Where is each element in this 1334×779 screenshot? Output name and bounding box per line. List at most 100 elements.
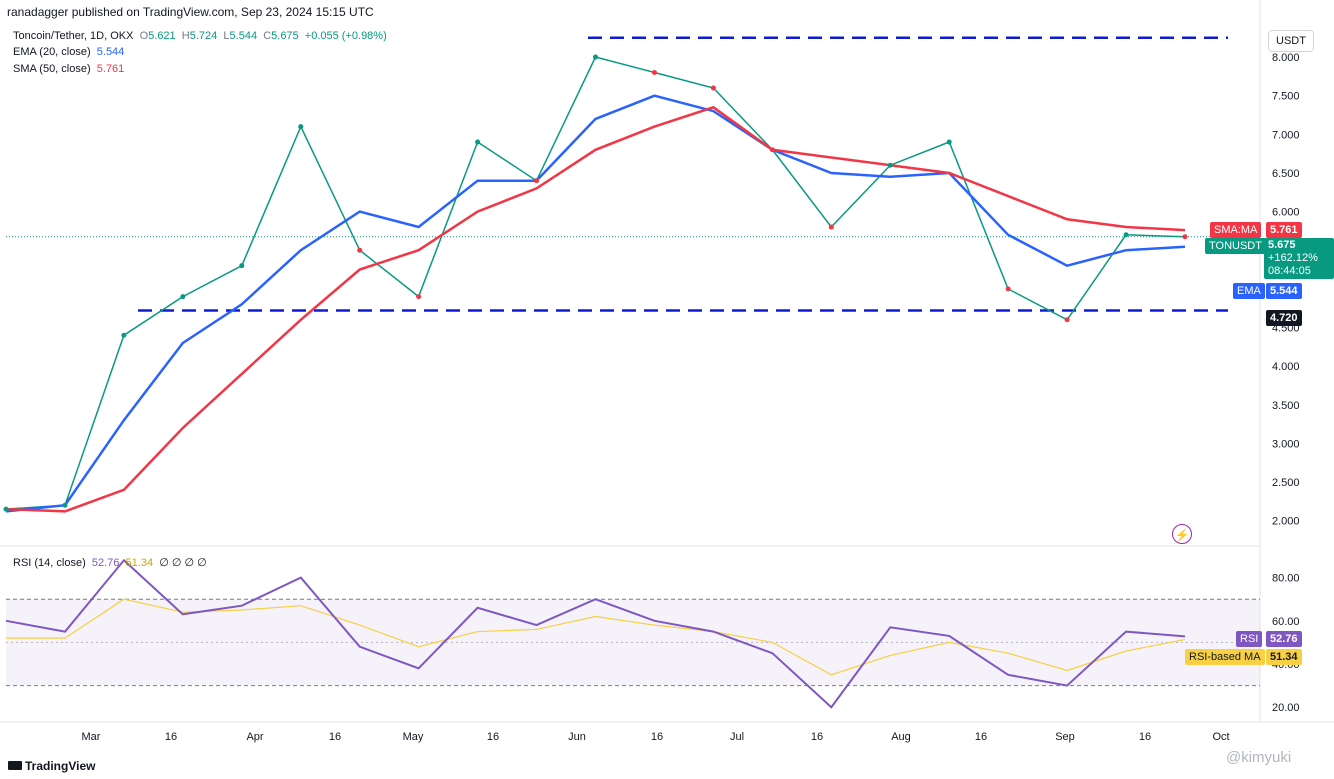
- price-tick-label: 7.000: [1272, 129, 1300, 141]
- close-point: [887, 162, 893, 168]
- publisher-line: ranadagger published on TradingView.com,…: [7, 5, 374, 19]
- level-lines: [138, 36, 1228, 312]
- bar-countdown: 08:44:05: [1268, 265, 1311, 277]
- time-axis-label: 16: [1139, 731, 1151, 743]
- rsi-line: [5, 558, 1186, 709]
- rsi-ma-legend-value: 51.34: [125, 557, 154, 569]
- lightning-icon[interactable]: ⚡: [1172, 524, 1192, 544]
- price-tick-label: 8.000: [1272, 52, 1300, 64]
- rsi-ma-tag-value: 51.34: [1266, 649, 1302, 665]
- sma-legend-value: 5.761: [96, 63, 125, 75]
- tradingview-logo-icon: [8, 761, 22, 770]
- close-point: [769, 147, 775, 153]
- time-axis-label: 16: [165, 731, 177, 743]
- ema-legend-value: 5.544: [96, 46, 125, 58]
- currency-selector[interactable]: USDT: [1268, 30, 1314, 52]
- close-point: [1005, 286, 1011, 292]
- low-value: 5.544: [229, 30, 258, 42]
- close-value: 5.675: [271, 30, 299, 42]
- close-point: [651, 70, 657, 75]
- rsi-tag-label: RSI: [1236, 631, 1263, 647]
- close-point: [180, 294, 186, 300]
- close-point: [357, 247, 363, 253]
- time-axis-label: May: [403, 731, 424, 743]
- ema-tag-value: 5.544: [1266, 283, 1302, 299]
- rsi-tick-label: 20.00: [1272, 702, 1300, 714]
- close-point: [121, 332, 127, 338]
- time-axis-label: Apr: [246, 731, 263, 743]
- last-price-value: 5.675: [1268, 239, 1296, 251]
- price-tick-label: 2.500: [1272, 477, 1300, 489]
- sma-legend-label: SMA (50, close): [13, 63, 91, 75]
- last-price-tag: 5.675 +162.12% 08:44:05: [1264, 238, 1334, 279]
- high-value: 5.724: [189, 30, 218, 42]
- close-line: [5, 56, 1186, 510]
- open-label: O: [139, 30, 149, 42]
- rsi-empty-values: ∅ ∅ ∅ ∅: [159, 557, 207, 569]
- close-point: [828, 224, 834, 230]
- symbol-legend: Toncoin/Tether, 1D, OKX O5.621 H5.724 L5…: [13, 30, 387, 42]
- time-axis-label: Sep: [1055, 731, 1075, 743]
- price-tick-label: 2.000: [1272, 516, 1300, 528]
- open-value: 5.621: [148, 30, 176, 42]
- sma-tag-value: 5.761: [1266, 222, 1302, 238]
- price-tick-label: 6.000: [1272, 207, 1300, 219]
- close-point: [1064, 317, 1070, 323]
- price-axis-ticks: 8.0007.5007.0006.5006.0005.5005.0004.500…: [1272, 52, 1300, 528]
- close-point: [62, 502, 68, 508]
- close-point: [298, 124, 304, 130]
- close-point: [416, 294, 422, 300]
- ema-legend[interactable]: EMA (20, close) 5.544: [13, 46, 124, 58]
- close-point: [534, 178, 540, 184]
- low-label: L: [223, 30, 230, 42]
- price-tick-label: 6.500: [1272, 168, 1300, 180]
- price-tick-label: 7.500: [1272, 91, 1300, 103]
- time-axis-label: Mar: [82, 731, 101, 743]
- price-tick-label: 4.000: [1272, 361, 1300, 373]
- rsi-legend-label: RSI (14, close): [13, 557, 86, 569]
- tradingview-brand: TradingView: [8, 759, 95, 773]
- close-point: [710, 85, 716, 91]
- time-axis-label: 16: [975, 731, 987, 743]
- ema-legend-label: EMA (20, close): [13, 46, 91, 58]
- close-point: [1182, 234, 1188, 240]
- ema-line: [5, 94, 1186, 513]
- ema-tag-label: EMA: [1233, 283, 1265, 299]
- high-label: H: [181, 30, 190, 42]
- time-axis-label: Jun: [568, 731, 586, 743]
- rsi-ma-tag-label: RSI-based MA: [1185, 649, 1265, 665]
- close-point: [1123, 232, 1129, 238]
- watermark: @kimyuki: [1226, 749, 1292, 766]
- time-axis-label: Oct: [1212, 731, 1229, 743]
- time-axis-label: 16: [651, 731, 663, 743]
- close-point: [239, 263, 245, 269]
- rsi-series: [5, 558, 1186, 709]
- rsi-legend[interactable]: RSI (14, close) 52.76 51.34 ∅ ∅ ∅ ∅: [13, 556, 207, 569]
- close-point: [475, 139, 481, 145]
- rsi-legend-value: 52.76: [91, 557, 120, 569]
- price-tick-label: 3.000: [1272, 438, 1300, 450]
- price-series: [3, 54, 1188, 513]
- rsi-tick-label: 80.00: [1272, 573, 1300, 585]
- sma-legend[interactable]: SMA (50, close) 5.761: [13, 63, 124, 75]
- sma-line: [5, 105, 1186, 513]
- sma-tag-label: SMA:MA: [1210, 222, 1262, 238]
- rsi-tag-value: 52.76: [1266, 631, 1302, 647]
- time-axis-label: Aug: [891, 731, 911, 743]
- close-label: C: [263, 30, 272, 42]
- close-point: [593, 54, 598, 60]
- price-tick-label: 3.500: [1272, 400, 1300, 412]
- time-axis-label: Jul: [730, 731, 744, 743]
- close-point: [3, 506, 9, 512]
- symbol-tag-label: TONUSDT: [1205, 238, 1266, 254]
- change-percent: +162.12%: [1268, 252, 1318, 264]
- time-axis-labels: Mar 16 Apr 16 May 16 Jun 16 Jul 16 Aug 16 Sep 16 Oct: [82, 731, 1230, 743]
- tradingview-brand-text: TradingView: [25, 759, 96, 773]
- time-axis-label: 16: [487, 731, 499, 743]
- close-point: [946, 139, 952, 145]
- time-axis-label: 16: [811, 731, 823, 743]
- support-level-tag: 4.720: [1266, 310, 1302, 326]
- change-value: +0.055 (+0.98%): [304, 30, 387, 42]
- rsi-tick-label: 60.00: [1272, 616, 1300, 628]
